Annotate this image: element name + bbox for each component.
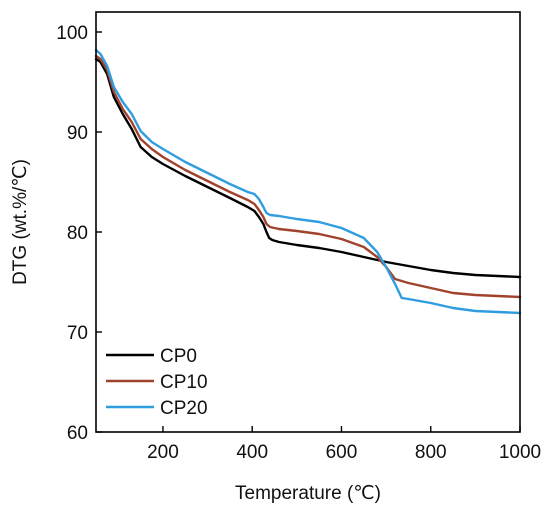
- legend-label: CP0: [160, 346, 197, 367]
- y-axis-label: DTG (wt.%/℃): [10, 159, 31, 285]
- legend: CP0 CP10 CP20: [106, 346, 208, 419]
- x-axis-ticks: 200 400 600 800 1000: [147, 426, 541, 463]
- y-tick-label: 60: [67, 423, 88, 444]
- x-tick-label: 1000: [499, 442, 541, 463]
- series-line-cp20: [94, 48, 522, 315]
- y-tick-label: 90: [67, 123, 88, 144]
- series-line-cp0: [94, 57, 522, 279]
- x-axis-label: Temperature (℃): [235, 483, 381, 504]
- legend-label: CP20: [160, 398, 208, 419]
- y-tick-label: 80: [67, 223, 88, 244]
- legend-item-cp0: CP0: [106, 346, 197, 367]
- y-tick-label: 100: [56, 23, 88, 44]
- series-line-cp10: [94, 54, 522, 299]
- y-tick-label: 70: [67, 323, 88, 344]
- legend-item-cp20: CP20: [106, 398, 208, 419]
- y-axis-ticks: 60 70 80 90 100: [56, 23, 102, 444]
- plot-area-frame: [95, 11, 521, 433]
- x-tick-label: 600: [326, 442, 358, 463]
- x-tick-label: 400: [236, 442, 268, 463]
- series-layer: [94, 48, 522, 315]
- x-tick-label: 200: [147, 442, 179, 463]
- x-tick-label: 800: [415, 442, 447, 463]
- legend-item-cp10: CP10: [106, 372, 208, 393]
- legend-label: CP10: [160, 372, 208, 393]
